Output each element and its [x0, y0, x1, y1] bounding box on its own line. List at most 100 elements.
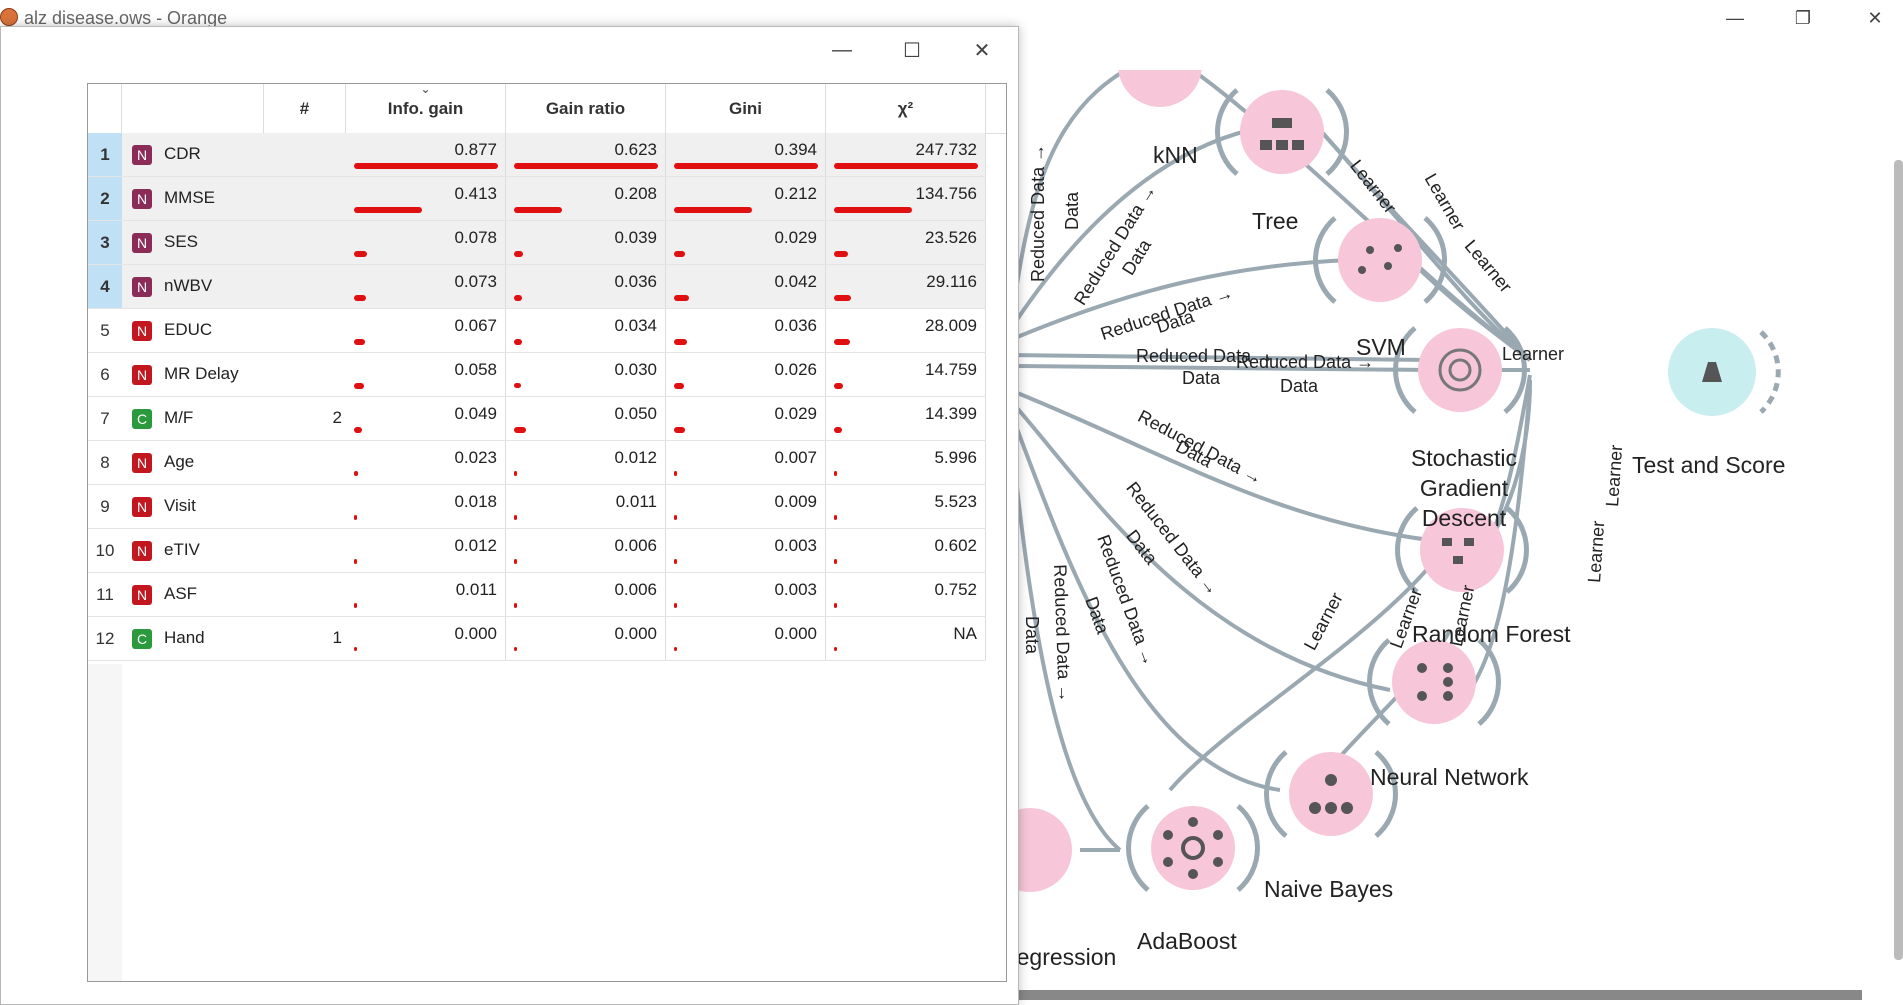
table-row[interactable]: 12 C Hand 1 0.000 0.000 0.000 NA	[88, 617, 986, 661]
table-row[interactable]: 11 N ASF 0.011 0.006 0.003 0.752	[88, 573, 986, 617]
score-bar	[514, 339, 522, 345]
row-number[interactable]: 8	[100, 452, 110, 472]
header-gini[interactable]: Gini	[666, 84, 826, 133]
score-cell-gain-ratio: 0.208	[506, 177, 666, 220]
node-label-naive-bayes: Naive Bayes	[1264, 876, 1394, 902]
score-cell-info-gain: 0.049	[346, 397, 506, 440]
link-data-sgd	[1010, 353, 1431, 362]
score-cell-gini: 0.029	[666, 221, 826, 264]
restore-icon[interactable]: ❐	[1794, 7, 1812, 28]
score-bar	[834, 603, 837, 608]
score-cell-gain-ratio: 0.006	[506, 529, 666, 572]
row-number[interactable]: 11	[96, 584, 114, 604]
workflow-canvas[interactable]: kNN Tree SVM Stochastic Gradient Descent…	[1000, 70, 1890, 990]
feature-name: SES	[164, 232, 199, 251]
row-number[interactable]: 1	[88, 133, 122, 176]
score-cell-gini: 0.009	[666, 485, 826, 528]
score-bar	[674, 295, 689, 301]
score-value: 0.036	[614, 272, 657, 291]
link-data-tree	[1010, 128, 1251, 332]
tree-node	[1240, 90, 1324, 174]
table-row[interactable]: 5 N EDUC 0.067 0.034 0.036 28.009	[88, 309, 986, 353]
table-row[interactable]: 1 N CDR 0.877 0.623 0.394 247.732	[88, 133, 986, 177]
row-number[interactable]: 7	[100, 408, 110, 428]
header-info-gain-label: Info. gain	[387, 98, 464, 118]
score-bar	[514, 471, 517, 476]
tree-icon	[1272, 118, 1292, 128]
row-number[interactable]: 2	[88, 177, 122, 220]
score-bar	[354, 339, 365, 345]
score-bar	[514, 251, 523, 257]
ada-node	[1151, 806, 1235, 890]
edge-label: Reduced Data →	[1028, 143, 1048, 282]
table-row[interactable]: 9 N Visit 0.018 0.011 0.009 5.523	[88, 485, 986, 529]
nn-node	[1392, 640, 1476, 724]
feature-name: EDUC	[164, 320, 213, 339]
score-cell-gini: 0.000	[666, 617, 826, 660]
header-gain-ratio[interactable]: Gain ratio	[506, 84, 666, 133]
row-number[interactable]: 9	[100, 496, 110, 516]
numeric-variable-icon: N	[132, 321, 152, 341]
score-cell-chi2: 28.009	[826, 309, 986, 352]
score-bar	[354, 251, 367, 257]
score-value: 0.012	[614, 448, 657, 467]
score-cell-gain-ratio: 0.012	[506, 441, 666, 484]
score-bar	[674, 163, 818, 169]
row-number[interactable]: 4	[88, 265, 122, 308]
header-corner	[88, 84, 122, 133]
score-cell-gini: 0.042	[666, 265, 826, 308]
row-number[interactable]: 10	[95, 540, 115, 560]
score-value: 0.030	[614, 360, 657, 379]
table-row[interactable]: 2 N MMSE 0.413 0.208 0.212 134.756	[88, 177, 986, 221]
numeric-variable-icon: N	[132, 277, 152, 297]
dialog-maximize-icon[interactable]: ☐	[903, 39, 921, 62]
feature-name: M/F	[164, 408, 194, 427]
row-number[interactable]: 12	[95, 628, 115, 648]
score-value: 0.877	[454, 140, 497, 159]
link-data-svm	[1010, 258, 1351, 342]
score-value: 0.049	[454, 404, 497, 423]
score-bar	[834, 251, 848, 257]
score-bar	[514, 559, 517, 564]
node-label-tree: Tree	[1252, 208, 1299, 234]
score-value: 247.732	[915, 140, 977, 159]
link-data-nn	[1010, 398, 1391, 692]
header-chi2[interactable]: χ²	[826, 84, 986, 133]
header-count[interactable]: #	[264, 84, 346, 133]
score-cell-gain-ratio: 0.039	[506, 221, 666, 264]
dialog-close-icon[interactable]: ✕	[973, 39, 991, 62]
score-bar	[674, 339, 687, 345]
dialog-minimize-icon[interactable]: —	[832, 38, 852, 61]
score-value: 134.756	[915, 184, 977, 203]
feature-name: Visit	[164, 496, 196, 515]
score-cell-chi2: 5.996	[826, 441, 986, 484]
table-row[interactable]: 3 N SES 0.078 0.039 0.029 23.526	[88, 221, 986, 265]
link-data-nb	[1010, 409, 1281, 792]
edge-label: Reduced Data →	[1236, 352, 1375, 372]
table-row[interactable]: 6 N MR Delay 0.058 0.030 0.026 14.759	[88, 353, 986, 397]
score-bar	[834, 295, 851, 301]
score-cell-gain-ratio: 0.623	[506, 133, 666, 176]
edge-label: Learner	[1584, 520, 1609, 584]
row-number[interactable]: 6	[100, 364, 110, 384]
row-number[interactable]: 3	[88, 221, 122, 264]
numeric-variable-icon: N	[132, 145, 152, 165]
numeric-variable-icon: N	[132, 497, 152, 517]
minimize-icon[interactable]: —	[1726, 7, 1744, 28]
canvas-horizontal-scrollbar[interactable]	[1012, 990, 1862, 1000]
header-info-gain[interactable]: ⌄ Info. gain	[346, 84, 506, 133]
ranking-table[interactable]: # ⌄ Info. gain Gain ratio Gini χ² 1 N CDR 0…	[87, 83, 1007, 982]
score-value: 14.399	[925, 404, 977, 423]
row-number[interactable]: 5	[100, 320, 110, 340]
table-row[interactable]: 8 N Age 0.023 0.012 0.007 5.996	[88, 441, 986, 485]
knn-node	[1118, 70, 1202, 107]
table-row[interactable]: 7 C M/F 2 0.049 0.050 0.029 14.399	[88, 397, 986, 441]
score-cell-gini: 0.029	[666, 397, 826, 440]
score-value: 0.212	[774, 184, 817, 203]
score-bar	[354, 207, 422, 213]
score-bar	[514, 383, 521, 388]
canvas-vertical-scrollbar[interactable]	[1894, 160, 1903, 960]
close-icon[interactable]: ✕	[1867, 7, 1883, 28]
